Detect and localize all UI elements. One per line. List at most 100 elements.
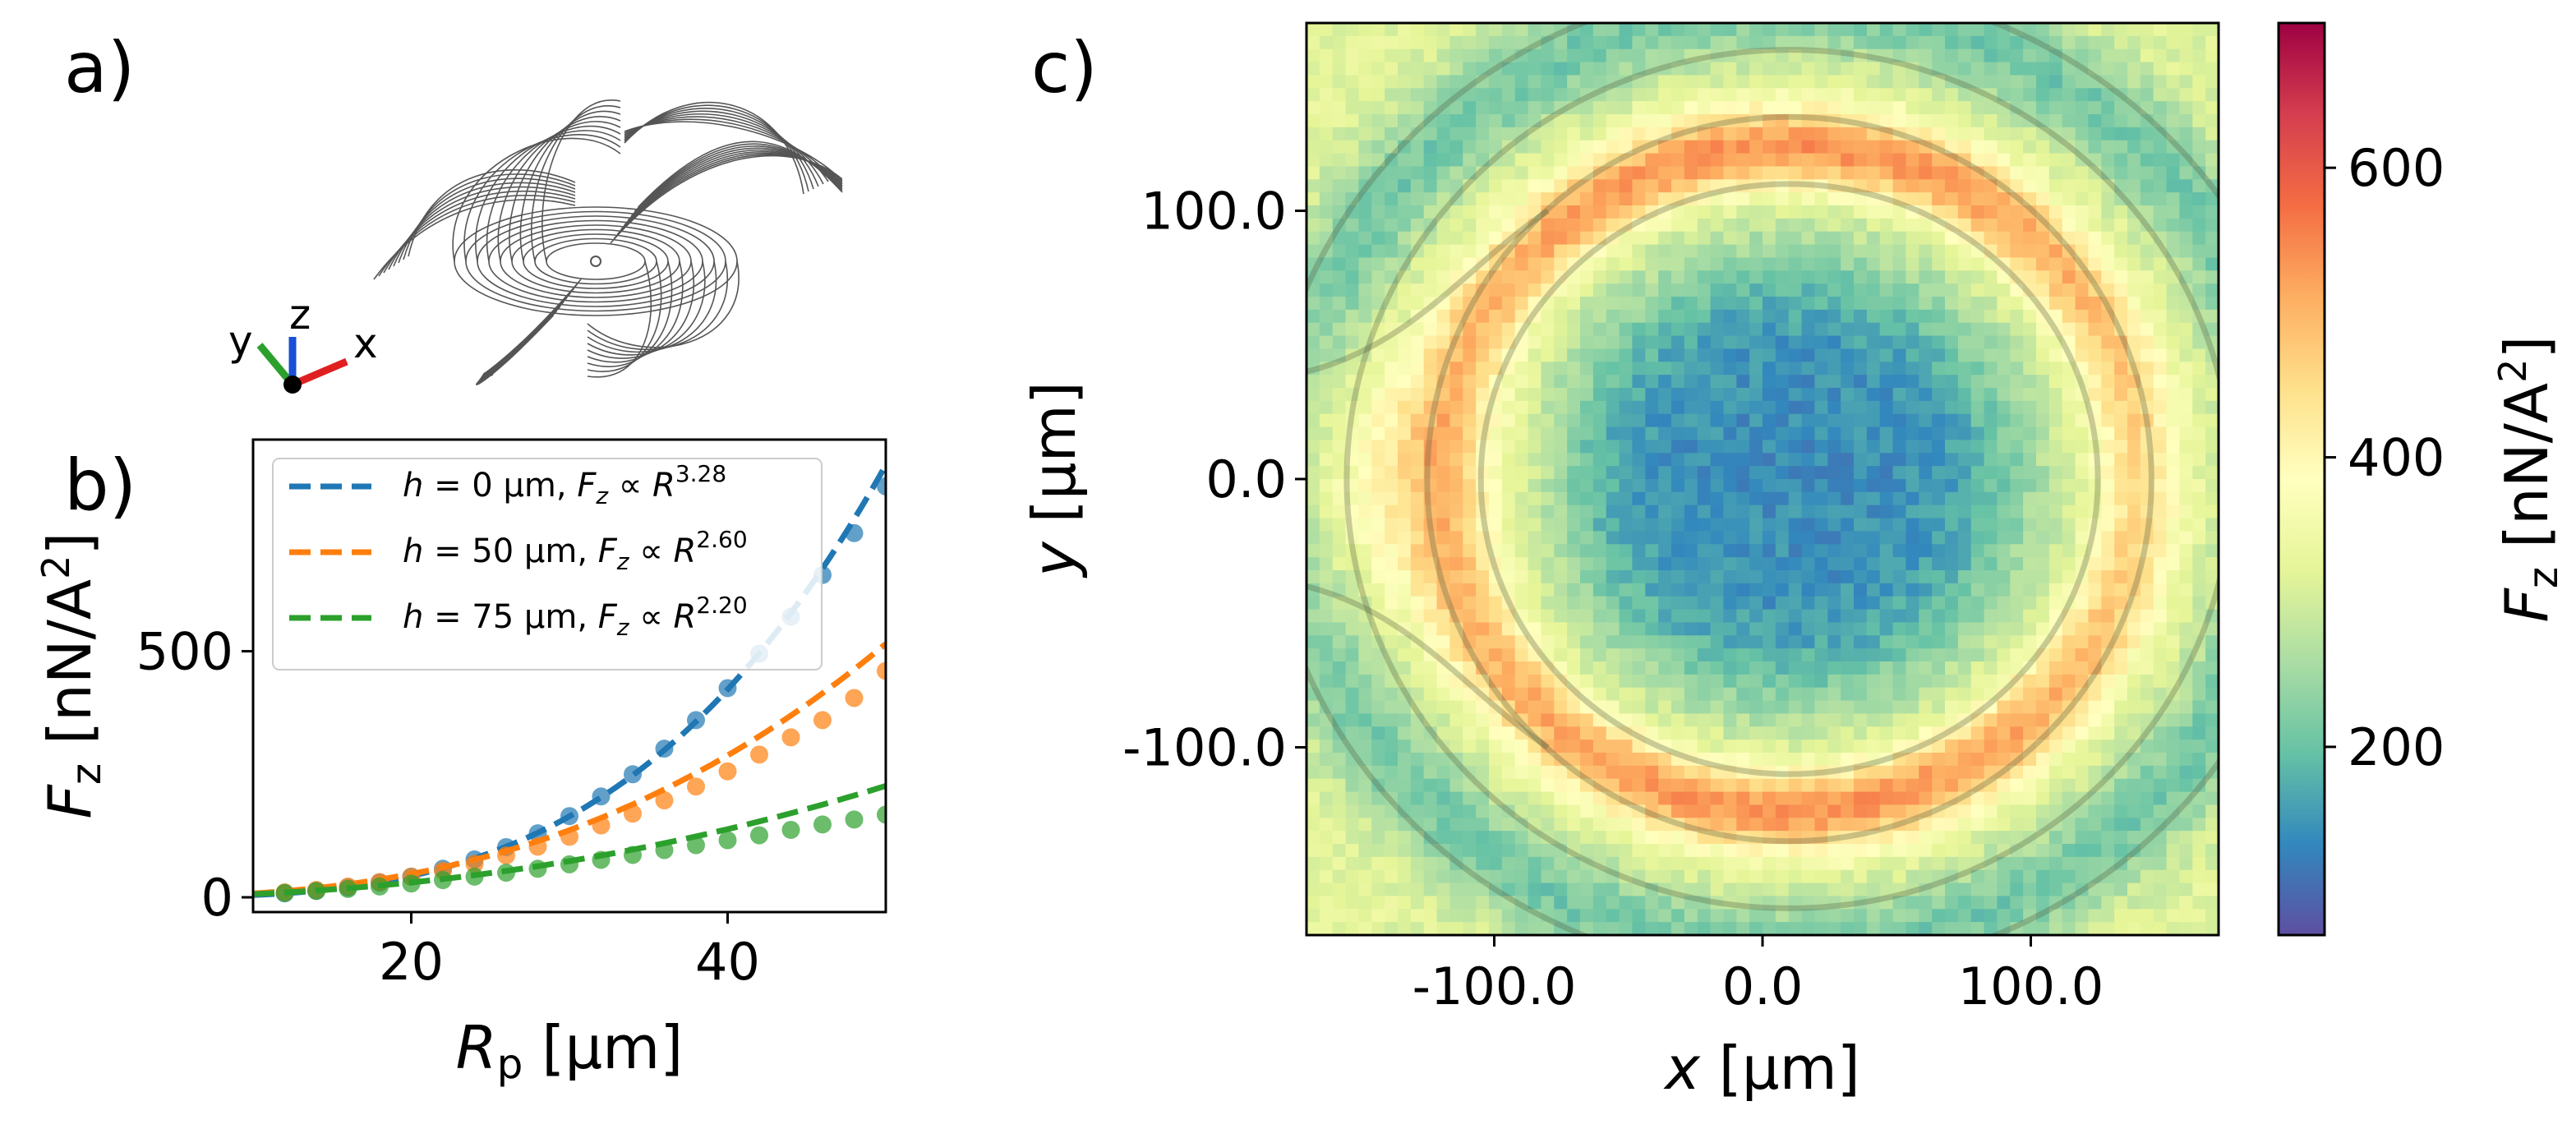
heatmap-cell: [1841, 88, 1855, 102]
heatmap-cell: [2101, 205, 2115, 219]
heatmap-cell: [1514, 570, 1529, 584]
heatmap-cell: [1970, 335, 1985, 350]
panel-b-ylabel: Fz [nN/A2]: [34, 532, 110, 818]
heatmap-cell: [1554, 570, 1568, 584]
heatmap-cell: [1423, 62, 1438, 76]
heatmap-cell: [1358, 62, 1372, 76]
heatmap-cell: [1945, 778, 1959, 793]
heatmap-cell: [1423, 388, 1438, 402]
heatmap-cell: [1489, 375, 1503, 389]
heatmap-cell: [2088, 218, 2102, 233]
heatmap-cell: [1306, 544, 1320, 558]
heatmap-cell: [1489, 818, 1503, 832]
heatmap-cell: [1619, 388, 1634, 402]
heatmap-cell: [1997, 335, 2011, 350]
coil-band-right: [624, 121, 839, 177]
heatmap-cell: [1398, 831, 1412, 845]
heatmap-cell: [1501, 609, 1516, 624]
heatmap-cell: [1371, 491, 1385, 506]
heatmap-cell: [2192, 882, 2206, 897]
heatmap-cell: [1398, 114, 1412, 128]
heatmap-cell: [1410, 869, 1425, 884]
heatmap-cell: [1723, 114, 1737, 128]
heatmap-cell: [1801, 62, 1816, 76]
heatmap-cell: [1606, 218, 1620, 233]
heatmap-cell: [1945, 270, 1959, 284]
heatmap-cell: [1763, 192, 1776, 206]
coil-band-right: [624, 108, 814, 190]
heatmap-cell: [1671, 882, 1685, 897]
heatmap-cell: [1658, 62, 1672, 76]
heatmap-cell: [1801, 726, 1816, 740]
heatmap-cell: [2101, 166, 2115, 180]
heatmap-cell: [1723, 335, 1737, 350]
heatmap-cell: [1489, 88, 1503, 102]
heatmap-cell: [2140, 648, 2154, 662]
heatmap-cell: [2088, 75, 2102, 89]
heatmap-cell: [2062, 557, 2076, 571]
heatmap-cell: [1697, 309, 1712, 324]
heatmap-cell: [1319, 765, 1334, 780]
heatmap-cell: [1501, 844, 1516, 858]
heatmap-cell: [1749, 740, 1763, 753]
heatmap-cell: [2048, 192, 2063, 206]
heatmap-cell: [1879, 270, 1894, 284]
heatmap-cell: [1710, 88, 1725, 102]
heatmap-cell: [1514, 192, 1529, 206]
heatmap-cell: [1554, 687, 1568, 702]
heatmap-cell: [1476, 75, 1490, 89]
heatmap-cell: [2179, 244, 2193, 259]
heatmap-cell: [1997, 479, 2011, 493]
heatmap-cell: [1632, 518, 1646, 532]
heatmap-cell: [1866, 804, 1881, 818]
heatmap-cell: [1554, 348, 1568, 362]
heatmap-cell: [1645, 466, 1659, 480]
heatmap-cell: [2062, 882, 2076, 897]
heatmap-cell: [1749, 596, 1763, 611]
heatmap-cell: [1775, 661, 1790, 675]
heatmap-cell: [2166, 35, 2181, 50]
heatmap-cell: [1423, 400, 1438, 415]
heatmap-cell: [1906, 48, 1919, 63]
heatmap-cell: [1879, 557, 1894, 571]
heatmap-cell: [2101, 831, 2115, 845]
heatmap-cell: [1997, 765, 2011, 780]
heatmap-cell: [2062, 778, 2076, 793]
heatmap-cell: [2088, 88, 2102, 102]
heatmap-cell: [2075, 466, 2090, 480]
heatmap-cell: [1827, 609, 1841, 624]
heatmap-cell: [1489, 674, 1503, 689]
data-point-series-0: [718, 679, 737, 698]
heatmap-cell: [1606, 114, 1620, 128]
heatmap-cell: [1788, 166, 1803, 180]
heatmap-cell: [1306, 400, 1320, 415]
heatmap-cell: [1580, 153, 1594, 168]
heatmap-cell: [1827, 23, 1841, 37]
heatmap-cell: [2179, 491, 2193, 506]
heatmap-cell: [1658, 231, 1672, 246]
coil-loop: [534, 237, 657, 285]
heatmap-cell: [1801, 713, 1816, 727]
heatmap-cell: [2140, 388, 2154, 402]
heatmap-cell: [1841, 557, 1855, 571]
heatmap-cell: [1841, 661, 1855, 675]
heatmap-cell: [1684, 440, 1698, 454]
heatmap-cell: [1658, 244, 1672, 259]
heatmap-cell: [1592, 101, 1607, 115]
heatmap-cell: [2205, 674, 2219, 689]
heatmap-cell: [2114, 348, 2128, 362]
heatmap-cell: [1645, 75, 1659, 89]
heatmap-cell: [1463, 609, 1477, 624]
heatmap-cell: [1449, 557, 1463, 571]
heatmap-cell: [1436, 453, 1451, 467]
heatmap-cell: [1827, 140, 1841, 154]
heatmap-cell: [1723, 270, 1737, 284]
heatmap-cell: [1997, 62, 2011, 76]
coil-wing-lower: [587, 260, 662, 372]
heatmap-cell: [1801, 166, 1816, 180]
heatmap-cell: [1749, 75, 1763, 89]
heatmap-cell: [1710, 257, 1725, 271]
heatmap-cell: [1541, 609, 1555, 624]
heatmap-cell: [1463, 114, 1477, 128]
heatmap-cell: [1423, 544, 1438, 558]
